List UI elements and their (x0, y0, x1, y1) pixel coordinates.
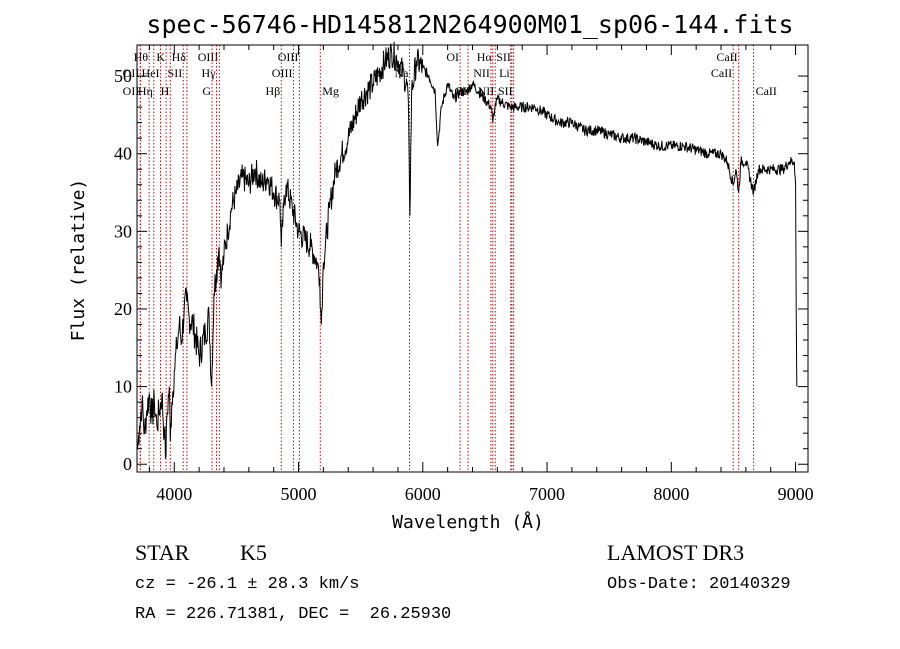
marker-label: SII (168, 66, 183, 80)
marker-label: OIII (272, 66, 293, 80)
marker-label: Hα (477, 50, 493, 64)
survey-name: LAMOST DR3 (607, 540, 745, 565)
series-line-flux (137, 41, 798, 460)
y-tick-label: 20 (114, 299, 132, 319)
x-tick-label: 8000 (653, 484, 689, 504)
series-group (137, 41, 798, 460)
marker-label: OII (123, 66, 140, 80)
marker-label: G (202, 84, 211, 98)
object-class: STAR (135, 540, 190, 565)
y-tick-label: 0 (123, 454, 132, 474)
marker-label: Hθ (134, 50, 149, 64)
chart-title: spec-56746-HD145812N264900M01_sp06-144.f… (146, 10, 793, 39)
x-tick-label: 9000 (778, 484, 814, 504)
marker-label: Hβ (265, 84, 280, 98)
marker-label: Li (499, 66, 510, 80)
marker-label: Hγ (202, 66, 217, 80)
marker-label: NII (473, 66, 490, 80)
y-tick-label: 30 (114, 221, 132, 241)
marker-label: CaII (756, 84, 777, 98)
marker-label: SII (498, 84, 513, 98)
x-tick-label: 6000 (405, 484, 441, 504)
marker-label: HeI (141, 66, 159, 80)
marker-label: CaII (711, 66, 732, 80)
x-tick-label: 7000 (529, 484, 565, 504)
marker-label: CaII (716, 50, 737, 64)
marker-label: OI (446, 50, 459, 64)
marker-label: SII (496, 50, 511, 64)
marker-label: OIII (278, 50, 299, 64)
marker-label: OIII (198, 50, 219, 64)
marker-label: Hη (138, 84, 153, 98)
obs-date: Obs-Date: 20140329 (607, 575, 791, 594)
y-tick-label: 40 (114, 144, 132, 164)
y-tick-label: 10 (114, 377, 132, 397)
axes: 4000 5000 6000 7000 8000 9000 0 10 20 30 40 50 (114, 44, 814, 504)
x-tick-label: 4000 (156, 484, 192, 504)
plot-frame (136, 44, 809, 473)
y-tick-label: 50 (114, 66, 132, 86)
marker-label: OII (123, 84, 140, 98)
marker-label: Mg (322, 84, 339, 98)
y-axis-label: Flux (relative) (68, 179, 89, 342)
object-subclass: K5 (240, 540, 267, 565)
x-axis-label: Wavelength (Å) (392, 511, 544, 533)
marker-label: H (161, 84, 170, 98)
marker-label: Hδ (172, 50, 187, 64)
coordinates: RA = 226.71381, DEC = 26.25930 (135, 605, 452, 624)
x-tick-label: 5000 (281, 484, 317, 504)
redshift-cz: cz = -26.1 ± 28.3 km/s (135, 575, 360, 594)
marker-label: K (156, 50, 165, 64)
